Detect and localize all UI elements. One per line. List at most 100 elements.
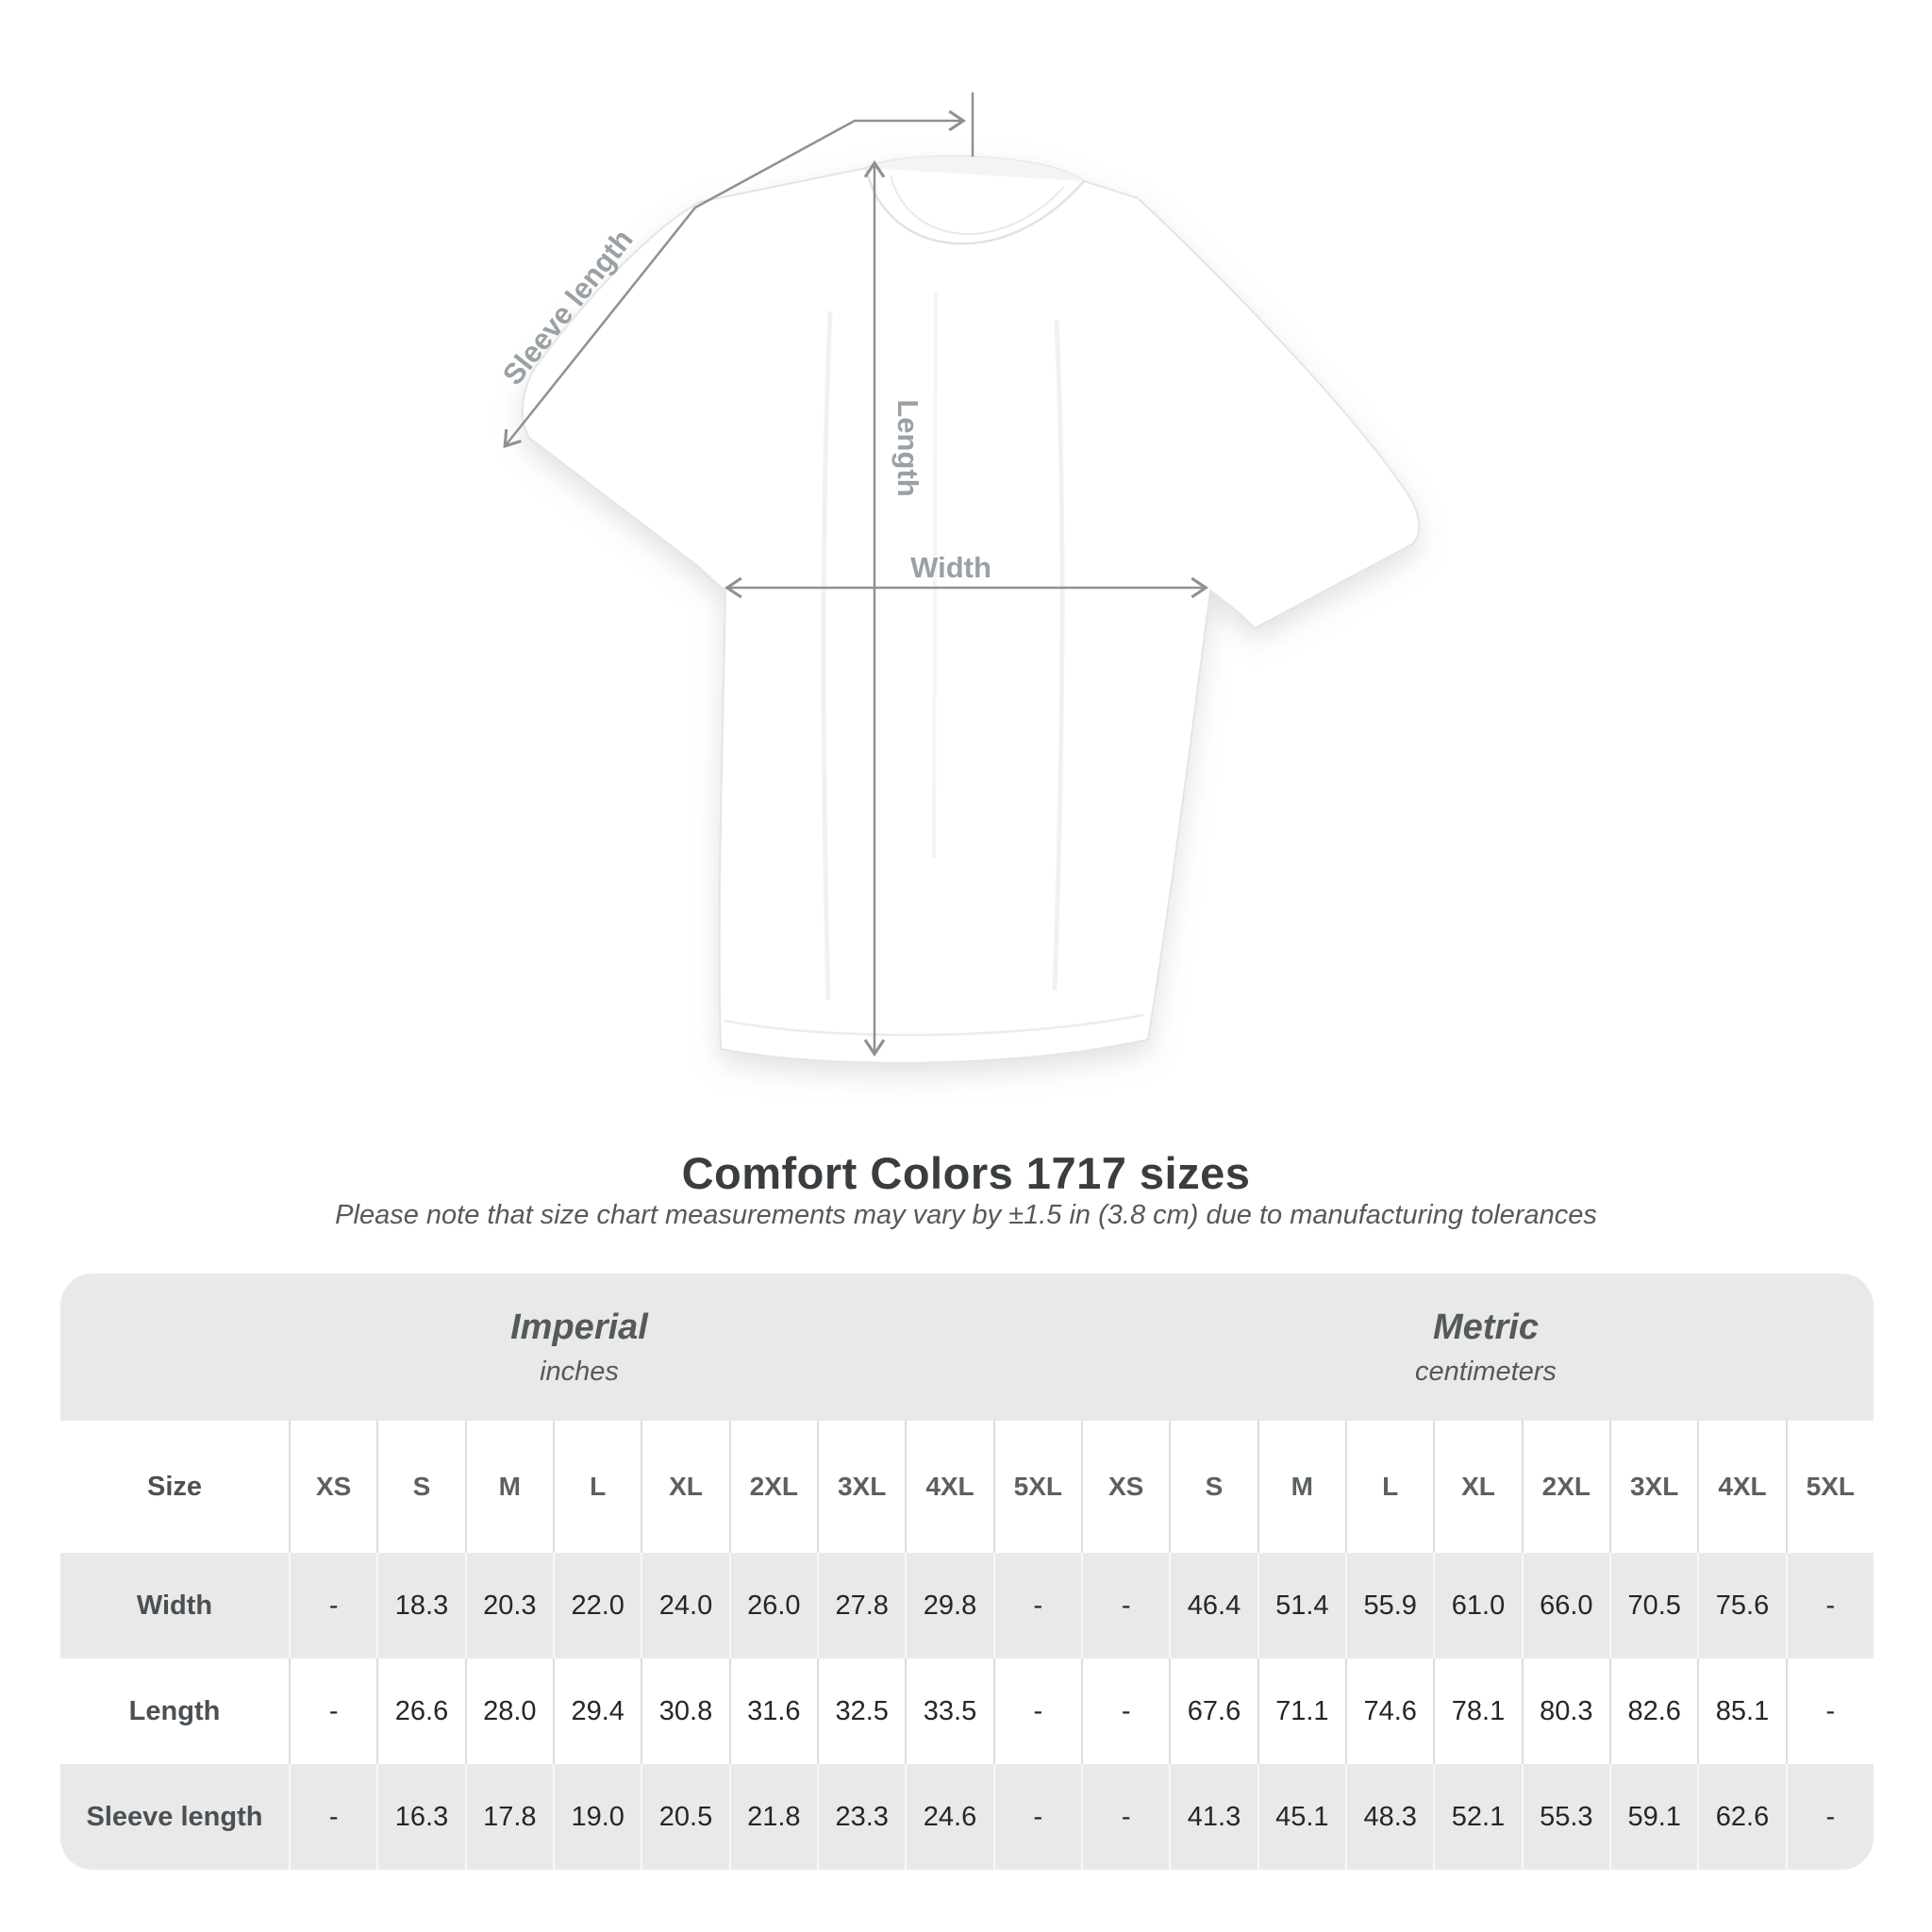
value-cell: 67.6 (1169, 1658, 1257, 1764)
size-col-header: 3XL (1609, 1421, 1698, 1553)
size-col-header: 4XL (1697, 1421, 1786, 1553)
size-col-header: 5XL (1785, 1421, 1874, 1553)
value-cell: - (1785, 1658, 1874, 1764)
size-col-header: S (376, 1421, 465, 1553)
size-col-header: 5XL (992, 1421, 1081, 1553)
length-label: Length (891, 399, 924, 496)
tshirt-illustration (521, 155, 1421, 1064)
page-title: Comfort Colors 1717 sizes (681, 1148, 1251, 1198)
value-cell: 28.0 (464, 1658, 553, 1764)
value-cell: 75.6 (1697, 1553, 1786, 1658)
value-cell: 48.3 (1345, 1764, 1434, 1870)
size-col-header: 2XL (728, 1421, 817, 1553)
size-col-header: 2XL (1521, 1421, 1609, 1553)
tshirt-crease-right (1052, 320, 1065, 991)
table-row-sleeve-length: Sleeve length - 16.3 17.8 19.0 20.5 21.8… (60, 1764, 1874, 1870)
size-col-header: S (1169, 1421, 1257, 1553)
size-col-header: XL (641, 1421, 729, 1553)
value-cell: 71.1 (1257, 1658, 1345, 1764)
value-cell: 80.3 (1521, 1658, 1609, 1764)
tshirt-hem-stitch (724, 1013, 1144, 1037)
value-cell: - (289, 1764, 377, 1870)
measurement-annotations (503, 92, 1209, 1058)
tshirt-body (521, 155, 1421, 1064)
table-row-length: Length - 26.6 28.0 29.4 30.8 31.6 32.5 3… (60, 1658, 1874, 1764)
row-label: Sleeve length (60, 1764, 289, 1870)
value-cell: - (1081, 1553, 1170, 1658)
size-col-header: M (464, 1421, 553, 1553)
value-cell: - (1785, 1764, 1874, 1870)
unit-header-band: Imperial inches Metric centimeters (60, 1274, 1874, 1421)
value-cell: 61.0 (1433, 1553, 1522, 1658)
value-cell: 51.4 (1257, 1553, 1345, 1658)
value-cell: 31.6 (728, 1658, 817, 1764)
value-cell: 66.0 (1521, 1553, 1609, 1658)
row-label: Length (60, 1658, 289, 1764)
value-cell: 19.0 (553, 1764, 641, 1870)
value-cell: 24.0 (641, 1553, 729, 1658)
value-cell: 24.6 (905, 1764, 993, 1870)
value-cell: 59.1 (1609, 1764, 1698, 1870)
value-cell: 29.8 (905, 1553, 993, 1658)
value-cell: 27.8 (817, 1553, 906, 1658)
value-cell: 41.3 (1169, 1764, 1257, 1870)
imperial-label: Imperial (510, 1307, 648, 1347)
value-cell: 16.3 (376, 1764, 465, 1870)
size-col-header: XS (1081, 1421, 1170, 1553)
value-cell: 29.4 (553, 1658, 641, 1764)
width-label: Width (910, 551, 991, 584)
value-cell: 26.0 (728, 1553, 817, 1658)
size-table: Imperial inches Metric centimeters Size … (60, 1274, 1874, 1870)
imperial-header: Imperial inches (60, 1274, 1098, 1421)
size-corner-cell: Size (60, 1421, 289, 1553)
value-cell: 32.5 (817, 1658, 906, 1764)
size-col-header: L (1345, 1421, 1434, 1553)
value-cell: 22.0 (553, 1553, 641, 1658)
metric-label: Metric (1433, 1307, 1539, 1347)
value-cell: 55.9 (1345, 1553, 1434, 1658)
value-cell: - (289, 1553, 377, 1658)
table-row-width: Width - 18.3 20.3 22.0 24.0 26.0 27.8 29… (60, 1553, 1874, 1658)
value-cell: - (1081, 1764, 1170, 1870)
value-cell: 78.1 (1433, 1658, 1522, 1764)
size-col-header: XL (1433, 1421, 1522, 1553)
size-col-header: XS (289, 1421, 377, 1553)
imperial-sublabel: inches (540, 1356, 619, 1387)
metric-header: Metric centimeters (1098, 1274, 1874, 1421)
value-cell: 85.1 (1697, 1658, 1786, 1764)
value-cell: 45.1 (1257, 1764, 1345, 1870)
value-cell: 62.6 (1697, 1764, 1786, 1870)
value-cell: 20.3 (464, 1553, 553, 1658)
value-cell: 55.3 (1521, 1764, 1609, 1870)
value-cell: - (992, 1658, 1081, 1764)
tolerance-note: Please note that size chart measurements… (335, 1200, 1597, 1230)
size-col-header: L (553, 1421, 641, 1553)
size-header-row: Size XS S M L XL 2XL 3XL 4XL 5XL XS S M … (60, 1421, 1874, 1553)
size-col-header: 3XL (817, 1421, 906, 1553)
value-cell: 52.1 (1433, 1764, 1522, 1870)
size-col-header: M (1257, 1421, 1345, 1553)
value-cell: 21.8 (728, 1764, 817, 1870)
value-cell: 70.5 (1609, 1553, 1698, 1658)
metric-sublabel: centimeters (1415, 1356, 1557, 1387)
value-cell: 23.3 (817, 1764, 906, 1870)
value-cell: - (1081, 1658, 1170, 1764)
value-cell: 30.8 (641, 1658, 729, 1764)
value-cell: - (1785, 1553, 1874, 1658)
value-cell: 26.6 (376, 1658, 465, 1764)
value-cell: 33.5 (905, 1658, 993, 1764)
row-label: Width (60, 1553, 289, 1658)
value-cell: 18.3 (376, 1553, 465, 1658)
tshirt-measurement-diagram: Sleeve length Length Width (496, 92, 1421, 1064)
value-cell: 20.5 (641, 1764, 729, 1870)
value-cell: - (992, 1764, 1081, 1870)
sleeve-length-arrow-line (503, 109, 967, 449)
size-col-header: 4XL (905, 1421, 993, 1553)
value-cell: 82.6 (1609, 1658, 1698, 1764)
value-cell: - (289, 1658, 377, 1764)
value-cell: 17.8 (464, 1764, 553, 1870)
value-cell: - (992, 1553, 1081, 1658)
value-cell: 74.6 (1345, 1658, 1434, 1764)
value-cell: 46.4 (1169, 1553, 1257, 1658)
